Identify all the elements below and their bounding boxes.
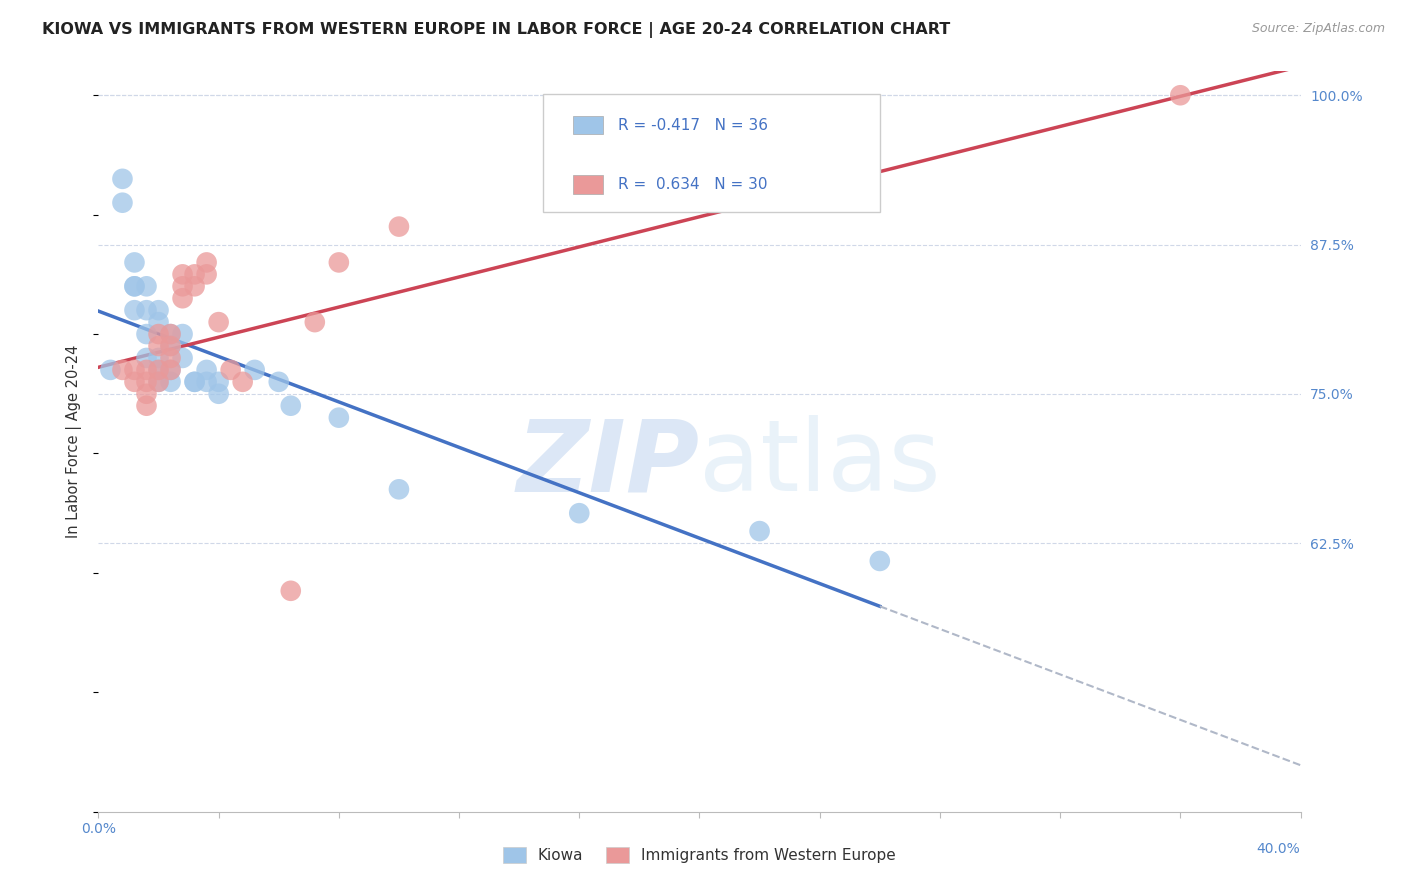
Point [124,363,146,377]
Point [111,171,134,186]
Point [208,315,231,329]
Point [159,351,181,365]
Point [111,195,134,210]
Point [183,375,205,389]
FancyBboxPatch shape [574,116,603,135]
Point [124,279,146,293]
FancyBboxPatch shape [574,175,603,194]
Point [748,524,770,538]
Text: atlas: atlas [700,416,941,512]
FancyBboxPatch shape [543,94,880,212]
Point [195,255,218,269]
Point [135,351,157,365]
Point [135,279,157,293]
Point [195,375,218,389]
Point [208,386,231,401]
Point [172,327,194,342]
Point [243,363,266,377]
Legend: Kiowa, Immigrants from Western Europe: Kiowa, Immigrants from Western Europe [495,839,904,871]
Point [869,554,891,568]
Point [280,399,302,413]
Point [195,363,218,377]
Text: 40.0%: 40.0% [1257,841,1301,855]
Point [172,351,194,365]
Point [148,339,170,353]
Point [159,339,181,353]
Point [183,375,205,389]
Point [124,279,146,293]
Point [148,363,170,377]
Point [568,506,591,520]
Point [172,268,194,282]
Text: R = -0.417   N = 36: R = -0.417 N = 36 [617,118,768,133]
Point [135,375,157,389]
Point [135,303,157,318]
Point [159,375,181,389]
Text: ZIP: ZIP [516,416,700,512]
Point [124,303,146,318]
Point [111,363,134,377]
Point [135,327,157,342]
Point [388,219,411,234]
Point [159,363,181,377]
Point [1170,88,1192,103]
Text: R =  0.634   N = 30: R = 0.634 N = 30 [617,177,768,192]
Point [232,375,254,389]
Point [328,255,350,269]
Point [172,291,194,305]
Point [148,303,170,318]
Point [124,375,146,389]
Point [328,410,350,425]
Point [135,363,157,377]
Point [159,363,181,377]
Point [159,327,181,342]
Point [135,399,157,413]
Text: Source: ZipAtlas.com: Source: ZipAtlas.com [1251,22,1385,36]
Point [304,315,326,329]
Point [148,363,170,377]
Y-axis label: In Labor Force | Age 20-24: In Labor Force | Age 20-24 [66,345,83,538]
Point [159,339,181,353]
Point [148,327,170,342]
Point [100,363,122,377]
Point [280,583,302,598]
Point [183,279,205,293]
Point [388,483,411,497]
Point [148,315,170,329]
Point [219,363,242,377]
Point [183,268,205,282]
Point [195,268,218,282]
Point [148,351,170,365]
Point [208,375,231,389]
Text: KIOWA VS IMMIGRANTS FROM WESTERN EUROPE IN LABOR FORCE | AGE 20-24 CORRELATION C: KIOWA VS IMMIGRANTS FROM WESTERN EUROPE … [42,22,950,38]
Point [159,327,181,342]
Point [135,386,157,401]
Point [148,375,170,389]
Point [124,255,146,269]
Point [172,279,194,293]
Point [148,375,170,389]
Point [267,375,290,389]
